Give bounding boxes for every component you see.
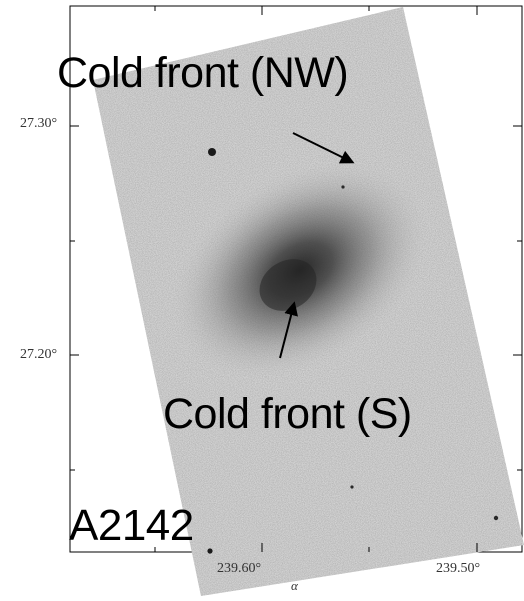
point-source <box>350 485 354 489</box>
cold-front-s-label: Cold front (S) <box>163 390 412 438</box>
arrow-cold-front-s <box>279 301 298 359</box>
point-source <box>208 148 216 156</box>
point-source <box>493 515 499 521</box>
x-axis-label: α <box>291 578 298 593</box>
y-tick-label: 27.30° <box>20 116 58 131</box>
cluster-core <box>259 259 317 311</box>
x-tick-label: 239.60° <box>217 561 262 576</box>
arrow-cold-front-nw <box>292 132 355 164</box>
y-tick-label: 27.20° <box>20 347 58 362</box>
cluster-name-label: A2142 <box>69 501 194 550</box>
axis-ticks <box>70 6 522 552</box>
x-tick-label: 239.50° <box>436 561 481 576</box>
point-source <box>341 185 345 189</box>
cold-front-nw-label: Cold front (NW) <box>57 49 349 97</box>
point-source <box>207 548 213 554</box>
